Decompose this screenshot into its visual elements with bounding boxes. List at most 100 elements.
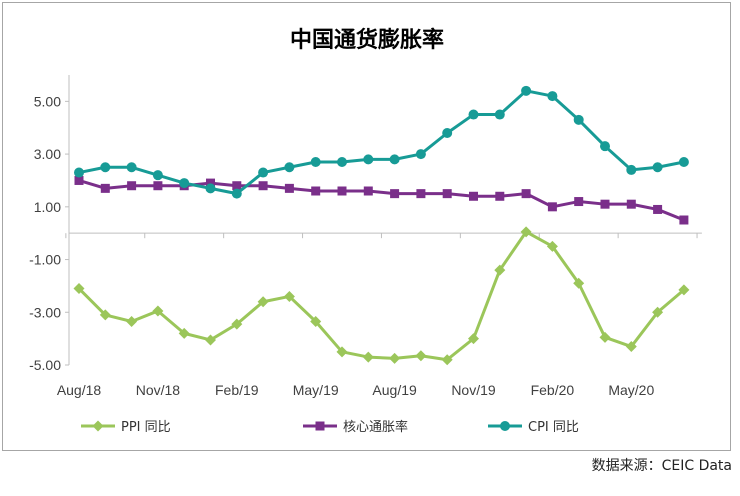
data-point xyxy=(415,149,426,160)
data-point xyxy=(442,128,453,138)
x-tick-label: Feb/19 xyxy=(215,382,259,398)
x-tick-label: Nov/18 xyxy=(136,382,181,398)
data-point xyxy=(74,175,84,185)
data-point xyxy=(521,85,532,96)
legend: PPI 同比 核心通胀率 CPI 同比 xyxy=(81,419,579,435)
x-tick-label: May/19 xyxy=(293,382,339,398)
data-point xyxy=(389,154,400,165)
y-tick-label: -5.00 xyxy=(29,357,61,373)
data-point xyxy=(573,277,585,289)
data-point xyxy=(599,331,611,343)
data-point xyxy=(363,154,374,165)
data-point xyxy=(416,189,426,199)
data-point xyxy=(546,240,558,252)
data-point xyxy=(311,186,321,196)
data-point xyxy=(258,167,269,178)
data-point xyxy=(231,188,242,199)
data-point xyxy=(100,183,110,193)
data-point xyxy=(626,199,636,209)
data-point xyxy=(547,202,557,212)
data-point xyxy=(258,181,268,191)
data-point xyxy=(521,189,531,199)
data-point xyxy=(468,333,479,345)
legend-marker xyxy=(92,420,104,432)
data-point xyxy=(232,181,242,191)
data-point xyxy=(179,178,190,189)
legend-marker xyxy=(315,421,325,431)
data-point xyxy=(310,316,322,327)
data-point xyxy=(74,167,84,178)
data-point xyxy=(231,318,243,330)
data-point xyxy=(494,109,505,120)
data-point xyxy=(441,354,453,366)
data-point xyxy=(178,327,190,339)
legend-label: CPI 同比 xyxy=(528,420,579,435)
legend-marker xyxy=(500,421,510,431)
data-point xyxy=(678,157,689,167)
data-point xyxy=(363,186,373,196)
data-point xyxy=(626,164,637,175)
series-line xyxy=(78,179,685,222)
data-point xyxy=(468,109,479,120)
data-point xyxy=(652,162,663,173)
data-point xyxy=(153,181,163,191)
data-point xyxy=(600,199,610,209)
series-layer xyxy=(73,85,690,366)
legend-label: 核心通胀率 xyxy=(343,419,408,435)
series-line xyxy=(78,89,685,196)
data-point xyxy=(442,189,452,199)
legend-item: CPI 同比 xyxy=(488,420,579,435)
data-point xyxy=(495,191,505,201)
data-point xyxy=(390,189,400,199)
data-point xyxy=(547,91,558,102)
data-point xyxy=(126,162,137,173)
data-point xyxy=(520,226,532,238)
inflation-chart: 中国通货膨胀率 5.00 3.00 1.00 -1.00 -3.00 -5.00 Aug/1… xyxy=(29,27,702,435)
data-point xyxy=(257,296,269,308)
data-point xyxy=(206,178,215,188)
data-point xyxy=(205,334,216,346)
y-tick-label: -3.00 xyxy=(29,304,61,320)
data-point xyxy=(362,351,374,363)
data-point xyxy=(99,309,111,321)
data-point xyxy=(469,191,478,201)
axes: 5.00 3.00 1.00 -1.00 -3.00 -5.00 Aug/18 Nov/18 F… xyxy=(29,75,702,398)
data-point xyxy=(573,114,584,125)
source-note: 数据来源：CEIC Data xyxy=(591,458,732,474)
data-point xyxy=(389,352,401,364)
data-point xyxy=(283,290,295,302)
data-point xyxy=(152,305,164,317)
data-point xyxy=(574,197,584,207)
data-point xyxy=(126,316,138,327)
y-tick-label: 5.00 xyxy=(34,93,61,109)
data-point xyxy=(625,341,637,353)
series-line xyxy=(77,230,685,362)
x-tick-label: Nov/19 xyxy=(451,382,496,398)
y-tick-label: 3.00 xyxy=(34,146,61,162)
data-point xyxy=(652,306,664,318)
data-point xyxy=(310,157,321,167)
legend-item: 核心通胀率 xyxy=(303,419,408,435)
data-point xyxy=(284,183,294,193)
chart-title: 中国通货膨胀率 xyxy=(290,27,444,53)
x-tick-label: Aug/19 xyxy=(372,382,417,398)
data-point xyxy=(73,283,85,295)
y-tick-label: -1.00 xyxy=(29,252,61,268)
legend-item: PPI 同比 xyxy=(81,420,171,435)
data-point xyxy=(678,284,690,296)
data-point xyxy=(127,181,137,191)
y-tick-label: 1.00 xyxy=(34,199,61,215)
x-tick-label: May/20 xyxy=(608,382,654,398)
series-core xyxy=(74,175,689,225)
series-ppi xyxy=(73,226,690,366)
data-point xyxy=(600,141,610,152)
x-tick-label: Feb/20 xyxy=(531,382,575,398)
data-point xyxy=(337,186,347,196)
data-point xyxy=(679,215,689,225)
x-tick-label: Aug/18 xyxy=(57,382,102,398)
legend-label: PPI 同比 xyxy=(121,420,171,435)
data-point xyxy=(100,162,111,173)
data-point xyxy=(336,346,348,358)
data-point xyxy=(494,264,506,276)
data-point xyxy=(415,350,427,362)
